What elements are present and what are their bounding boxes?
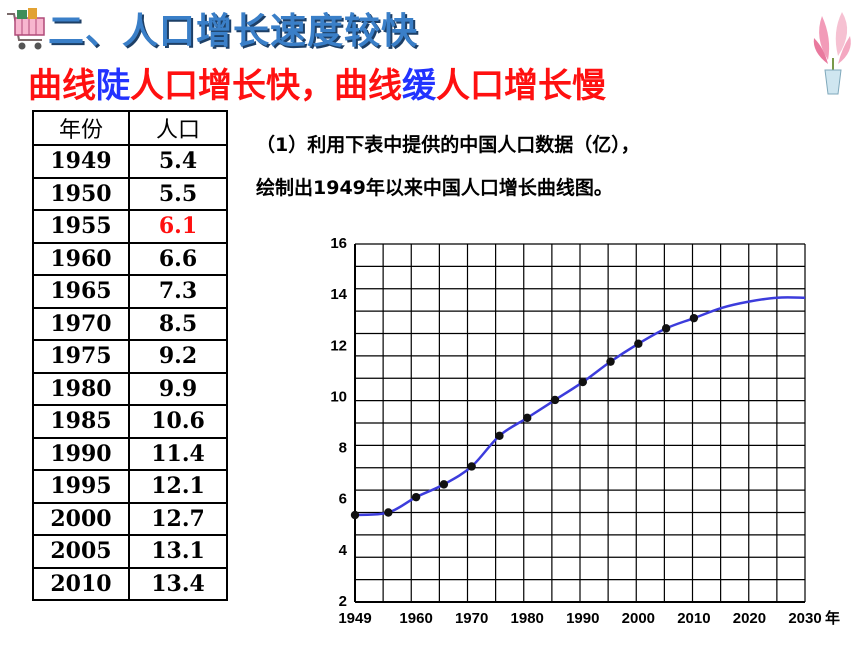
table-row: 1980 9.9 (32, 371, 228, 406)
data-point (439, 480, 449, 489)
slide-subtitle: 曲线陡人口增长快，曲线缓人口增长慢 (28, 58, 606, 107)
subtitle-part: 缓 (402, 66, 436, 106)
data-point (634, 339, 643, 348)
table-row: 1995 12.1 (32, 469, 228, 504)
x-tick-label: 2030 (788, 610, 821, 627)
y-tick-label: 2 (339, 593, 347, 610)
population-cell: 13.1 (128, 534, 228, 569)
year-cell: 1970 (32, 306, 130, 341)
y-tick-label: 8 (339, 440, 347, 457)
x-tick-label: 1980 (511, 610, 544, 627)
year-cell: 1985 (32, 404, 130, 439)
subtitle-part: 人口增长慢 (436, 66, 606, 106)
y-tick-label: 12 (330, 337, 347, 354)
chart-grid (354, 243, 806, 603)
year-cell: 1960 (32, 241, 130, 276)
year-cell: 2010 (32, 566, 130, 601)
population-table: 年份 人口 1949 5.4 1950 5.5 1955 6.1 1960 6.6 1965 7.3 1… (32, 110, 228, 601)
x-unit-label: 年 (825, 609, 840, 627)
x-tick-label: 2020 (733, 610, 766, 627)
year-cell: 2005 (32, 534, 130, 569)
x-tick-label: 1970 (455, 610, 488, 627)
year-cell: 1949 (32, 144, 130, 179)
x-tick-label: 2000 (622, 610, 655, 627)
table-row: 2010 13.4 (32, 566, 228, 601)
table-row: 1955 6.1 (32, 209, 228, 244)
population-line-chart: 2 4 6 8 10 12 14 16 1949 1960 1970 1980 1990 2000 2010… (330, 238, 840, 627)
data-point (411, 492, 421, 502)
population-cell: 8.5 (128, 306, 228, 341)
data-point (550, 395, 560, 405)
table-row: 1950 5.5 (32, 176, 228, 211)
population-cell: 12.7 (128, 501, 228, 536)
table-row: 1975 9.2 (32, 339, 228, 374)
table-row: 1965 7.3 (32, 274, 228, 309)
subtitle-part: 曲线 (334, 66, 402, 106)
population-cell: 5.5 (128, 176, 228, 211)
year-cell: 1975 (32, 339, 130, 374)
population-cell: 13.4 (128, 566, 228, 601)
header-population: 人口 (128, 110, 228, 146)
data-point (384, 508, 393, 517)
data-point (350, 510, 360, 520)
population-cell: 12.1 (128, 469, 228, 504)
x-tick-label: 1960 (399, 610, 432, 627)
data-point (606, 357, 615, 366)
table-row: 1970 8.5 (32, 306, 228, 341)
year-cell: 1965 (32, 274, 130, 309)
x-tick-label: 2010 (677, 610, 710, 627)
flower-vase-icon (813, 12, 851, 95)
population-cell: 9.2 (128, 339, 228, 374)
shopping-cart-icon (7, 8, 45, 50)
population-cell: 5.4 (128, 144, 228, 179)
population-cell: 6.1 (128, 209, 228, 244)
subtitle-part: 人口增长快， (130, 66, 334, 106)
year-cell: 1990 (32, 436, 130, 471)
population-cell: 11.4 (128, 436, 228, 471)
year-cell: 1980 (32, 371, 130, 406)
data-point (578, 377, 587, 387)
table-row: 1960 6.6 (32, 241, 228, 276)
table-row: 2005 13.1 (32, 534, 228, 569)
x-tick-label: 1949 (338, 610, 371, 627)
population-cell: 10.6 (128, 404, 228, 439)
population-cell: 6.6 (128, 241, 228, 276)
data-point (689, 313, 699, 323)
slide-title: 二、人口增长速度较快 (48, 11, 419, 52)
instruction-line-1: （1）利用下表中提供的中国人口数据（亿）， (256, 134, 640, 156)
table-row: 1985 10.6 (32, 404, 228, 439)
table-row: 1990 11.4 (32, 436, 228, 471)
year-cell: 1995 (32, 469, 130, 504)
header-year: 年份 (32, 110, 130, 146)
table-header-row: 年份 人口 (32, 110, 228, 146)
data-point (523, 413, 532, 423)
data-point (467, 462, 476, 471)
data-point (495, 431, 504, 440)
year-cell: 2000 (32, 501, 130, 536)
table-row: 2000 12.7 (32, 501, 228, 536)
year-cell: 1950 (32, 176, 130, 211)
y-tick-label: 6 (339, 491, 347, 508)
y-tick-label: 14 (330, 286, 347, 303)
y-tick-label: 10 (330, 388, 347, 405)
x-tick-label: 1990 (566, 610, 599, 627)
subtitle-part: 陡 (96, 66, 130, 106)
table-row: 1949 5.4 (32, 144, 228, 179)
data-point (661, 324, 671, 333)
instruction-text: （1）利用下表中提供的中国人口数据（亿）， 绘制出1949年以来中国人口增长曲线… (256, 124, 640, 210)
y-tick-label: 4 (339, 542, 348, 559)
population-cell: 9.9 (128, 371, 228, 406)
population-cell: 7.3 (128, 274, 228, 309)
y-tick-label: 16 (330, 238, 347, 252)
instruction-line-2: 绘制出1949年以来中国人口增长曲线图。 (256, 177, 613, 199)
subtitle-part: 曲线 (28, 66, 96, 106)
year-cell: 1955 (32, 209, 130, 244)
